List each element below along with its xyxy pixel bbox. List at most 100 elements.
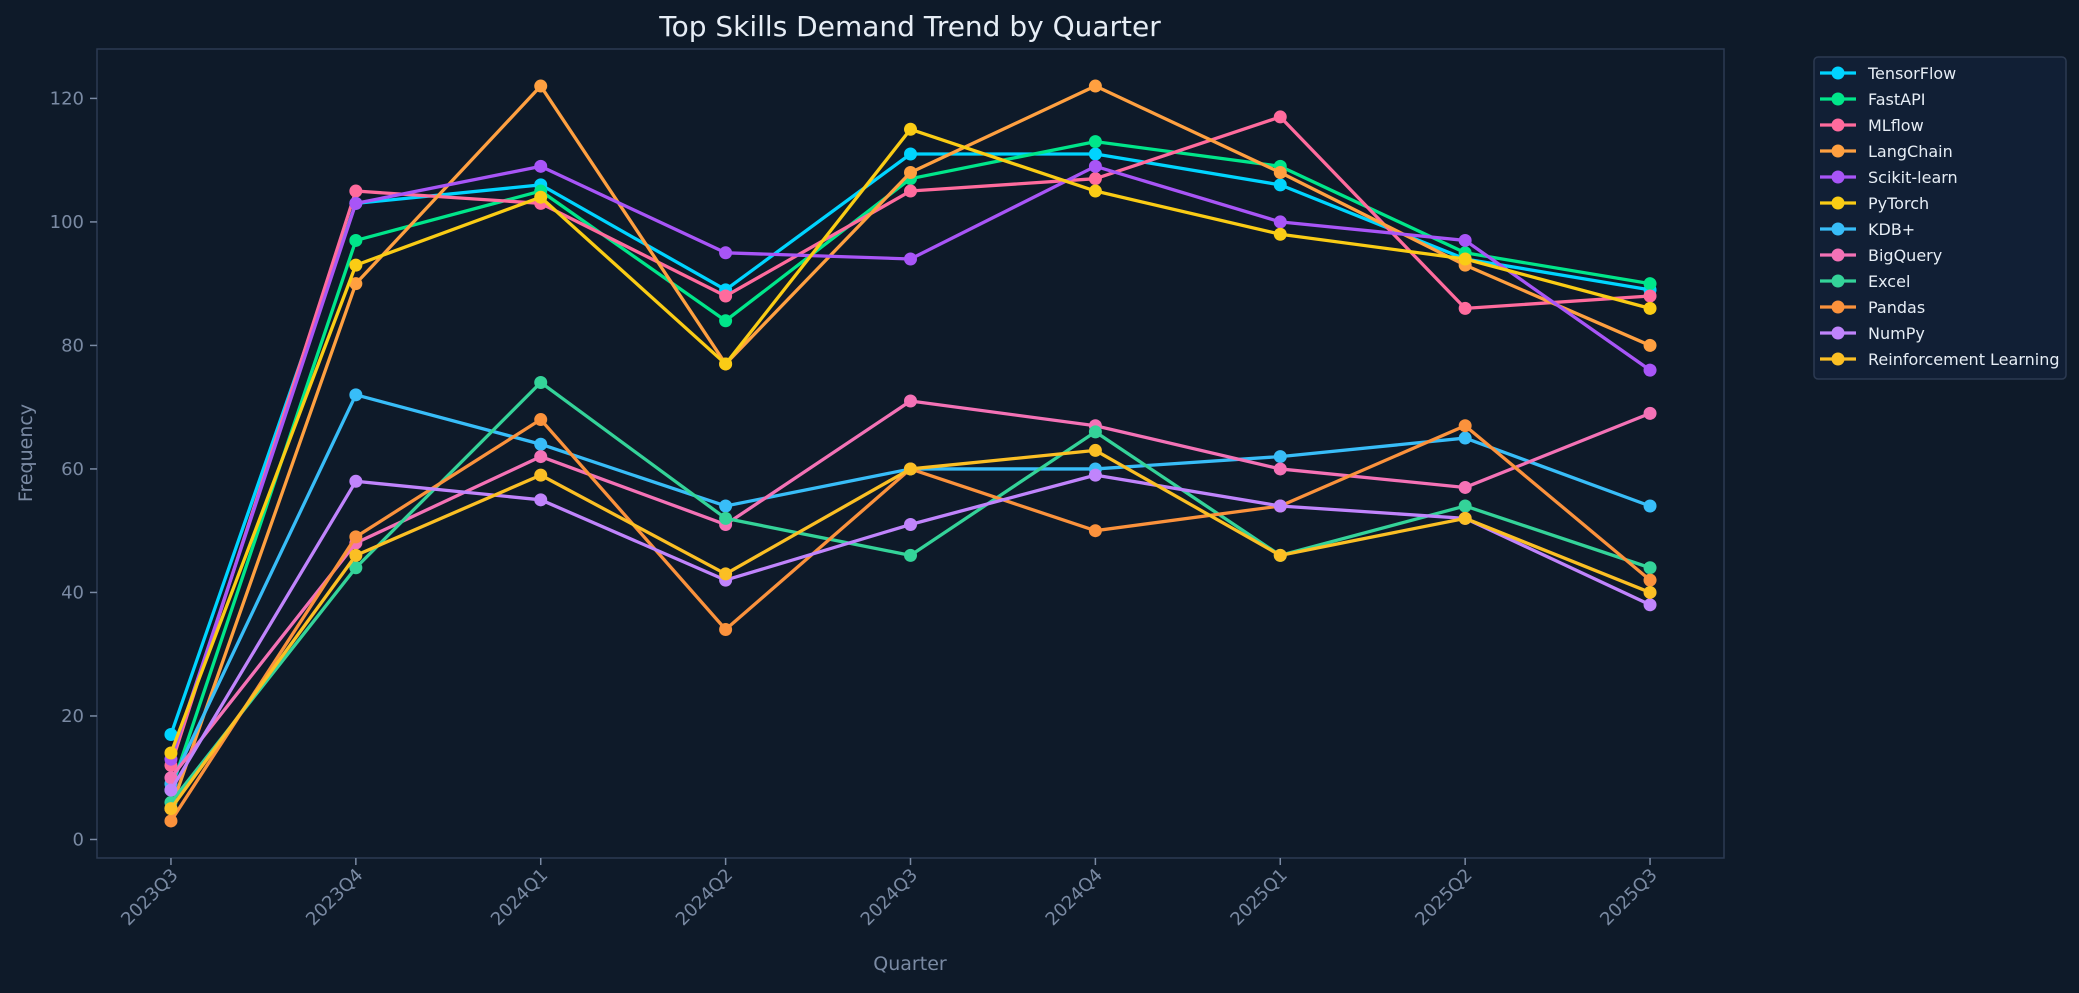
data-point — [904, 462, 917, 476]
data-point — [534, 437, 548, 451]
data-point — [1088, 524, 1102, 538]
legend-item: NumPy — [1820, 324, 1925, 343]
data-point — [164, 771, 178, 785]
data-point — [1643, 499, 1657, 513]
legend-label: Scikit-learn — [1868, 168, 1958, 187]
legend-label: LangChain — [1868, 142, 1953, 161]
data-point — [1273, 450, 1287, 464]
data-point — [164, 727, 178, 741]
y-axis: 0 20 40 60 80 100 120 — [50, 88, 97, 850]
legend: TensorFlow FastAPI MLflow LangChain Scikit-l… — [1813, 56, 2067, 380]
data-point — [164, 746, 178, 760]
data-point — [719, 357, 733, 371]
data-point — [904, 122, 917, 136]
legend-label: PyTorch — [1868, 194, 1929, 213]
legend-label: Excel — [1868, 272, 1910, 291]
data-point — [534, 413, 548, 427]
x-tick-label: 2025Q3 — [1596, 865, 1661, 930]
legend-item: BigQuery — [1820, 246, 1942, 265]
x-tick-label: 2024Q3 — [857, 865, 922, 930]
legend-marker — [1831, 352, 1845, 366]
data-point — [1088, 468, 1102, 482]
data-point — [349, 184, 363, 198]
data-point — [719, 289, 733, 303]
data-point — [1458, 431, 1472, 445]
data-point — [1643, 289, 1657, 303]
data-point — [719, 246, 733, 260]
data-point — [904, 548, 917, 562]
data-point — [1273, 548, 1287, 562]
data-point — [1088, 425, 1102, 439]
y-tick-label: 80 — [61, 335, 84, 356]
x-tick-label: 2024Q4 — [1042, 865, 1107, 930]
data-point — [1088, 184, 1102, 198]
legend-item: TensorFlow — [1820, 64, 1956, 83]
data-point — [1088, 79, 1102, 93]
legend-label: TensorFlow — [1867, 64, 1956, 83]
data-point — [904, 147, 917, 161]
data-point — [1273, 110, 1287, 124]
data-point — [1643, 573, 1657, 587]
data-point — [1273, 166, 1287, 180]
data-point — [719, 567, 733, 581]
data-point — [719, 511, 733, 525]
y-tick-label: 100 — [50, 212, 84, 233]
legend-label: MLflow — [1868, 116, 1924, 135]
data-point — [1088, 135, 1102, 149]
chart-title: Top Skills Demand Trend by Quarter — [658, 10, 1161, 43]
data-point — [164, 783, 178, 797]
data-point — [349, 561, 363, 575]
data-point — [534, 468, 548, 482]
data-point — [1458, 480, 1472, 494]
data-point — [349, 548, 363, 562]
data-point — [1273, 215, 1287, 229]
data-point — [1088, 147, 1102, 161]
x-axis-label: Quarter — [873, 953, 947, 975]
y-tick-label: 40 — [61, 582, 84, 603]
data-point — [1088, 159, 1102, 173]
legend-label: Reinforcement Learning — [1868, 350, 2060, 369]
data-point — [1273, 227, 1287, 241]
legend-marker — [1831, 92, 1845, 106]
data-point — [534, 159, 548, 173]
legend-box — [1813, 56, 2067, 380]
y-tick-label: 60 — [61, 459, 84, 480]
series-pytorch — [164, 122, 1657, 760]
data-point — [164, 802, 178, 816]
data-point — [1643, 363, 1657, 377]
legend-item: PyTorch — [1820, 194, 1929, 213]
legend-item: Excel — [1820, 272, 1910, 291]
data-point — [1643, 277, 1657, 291]
legend-marker — [1831, 118, 1845, 132]
data-point — [349, 196, 363, 210]
legend-item: Scikit-learn — [1820, 168, 1958, 187]
x-tick-label: 2025Q1 — [1226, 865, 1291, 930]
data-point — [164, 814, 178, 828]
data-point — [904, 252, 917, 266]
legend-item: Reinforcement Learning — [1820, 350, 2060, 369]
data-point — [349, 530, 363, 544]
data-point — [1273, 499, 1287, 513]
y-axis-label: Frequency — [15, 404, 37, 502]
data-point — [904, 518, 917, 532]
data-point — [1458, 301, 1472, 315]
x-tick-label: 2024Q2 — [672, 865, 737, 930]
series-reinforcement-learning — [164, 443, 1657, 816]
data-point — [904, 394, 917, 408]
data-point — [1273, 462, 1287, 476]
data-point — [719, 499, 733, 513]
legend-label: BigQuery — [1868, 246, 1942, 265]
data-point — [349, 474, 363, 488]
y-tick-label: 20 — [61, 706, 84, 727]
legend-label: Pandas — [1868, 298, 1925, 317]
legend-label: NumPy — [1868, 324, 1925, 343]
data-point — [719, 623, 733, 637]
series-mlflow — [164, 110, 1657, 772]
y-tick-label: 0 — [73, 829, 84, 850]
data-point — [1088, 172, 1102, 186]
x-tick-label: 2023Q4 — [302, 865, 367, 930]
legend-marker — [1831, 66, 1845, 80]
legend-marker — [1831, 144, 1845, 158]
legend-marker — [1831, 196, 1845, 210]
